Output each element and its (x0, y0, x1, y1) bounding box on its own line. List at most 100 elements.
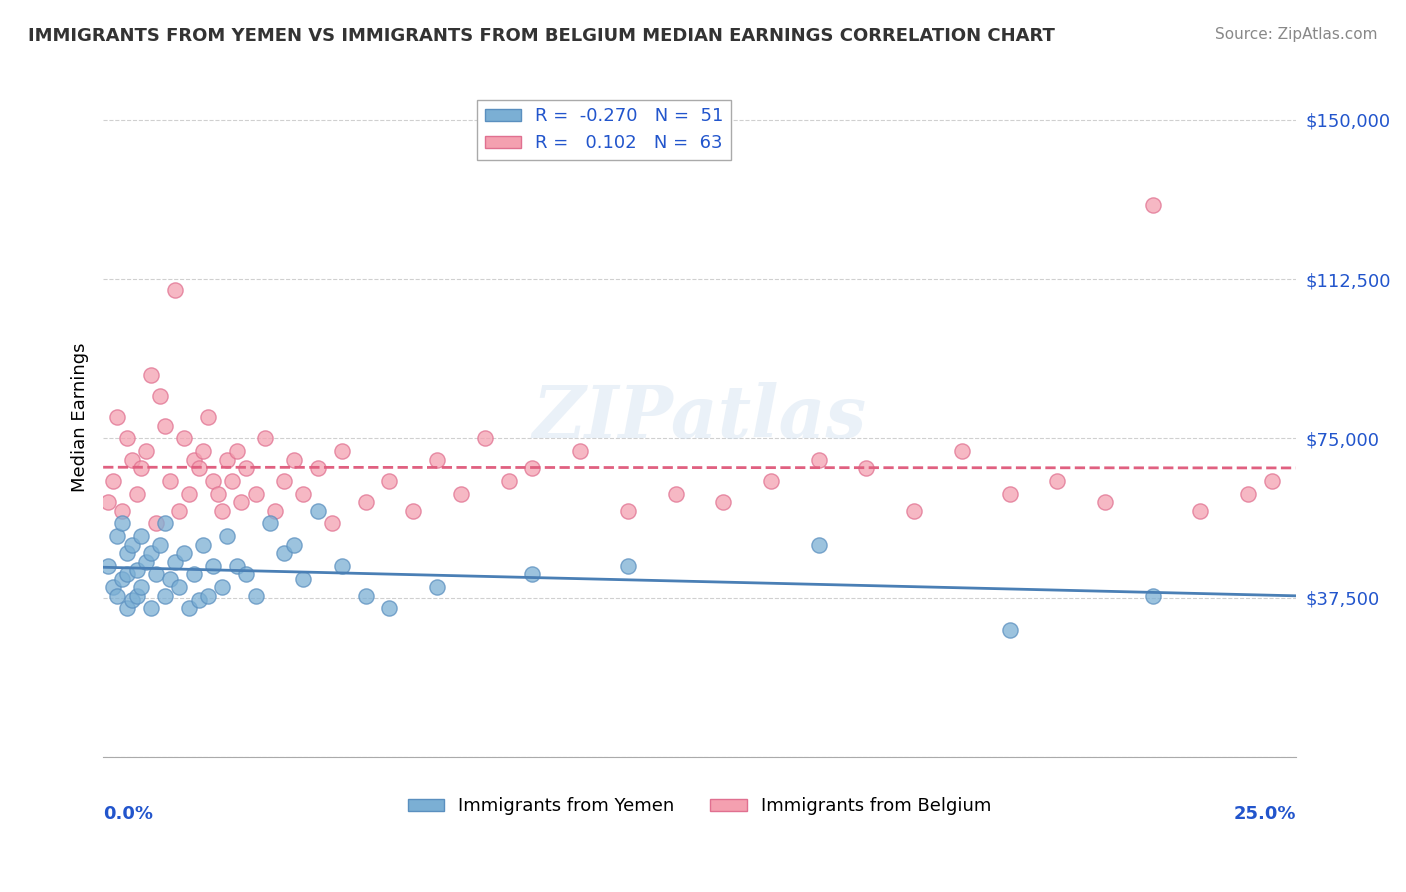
Point (169, 580, 191, 594)
Text: 25.0%: 25.0% (1233, 805, 1296, 822)
Point (197, 410, 219, 425)
Point (101, 580, 124, 594)
Point (201, 474, 224, 488)
Point (378, 601, 401, 615)
Point (330, 444, 353, 458)
Point (135, 444, 157, 458)
Point (153, 418, 176, 433)
Point (498, 474, 520, 488)
Point (187, 592, 209, 607)
Point (522, 461, 544, 475)
Point (292, 486, 315, 500)
Point (153, 516, 176, 531)
Point (139, 368, 162, 382)
Point (292, 572, 315, 586)
Point (998, 486, 1021, 500)
Point (177, 486, 200, 500)
Point (149, 538, 172, 552)
Point (193, 538, 215, 552)
Point (183, 567, 205, 582)
Point (121, 452, 143, 467)
Point (759, 474, 782, 488)
Point (173, 432, 195, 446)
Point (450, 486, 472, 500)
Point (225, 558, 247, 573)
Point (107, 589, 129, 603)
Point (115, 567, 138, 582)
Point (855, 461, 877, 475)
Point (211, 503, 233, 517)
Point (111, 572, 134, 586)
Point (129, 461, 152, 475)
Text: IMMIGRANTS FROM YEMEN VS IMMIGRANTS FROM BELGIUM MEDIAN EARNINGS CORRELATION CHA: IMMIGRANTS FROM YEMEN VS IMMIGRANTS FROM… (28, 27, 1054, 45)
Point (129, 529, 152, 543)
Point (115, 432, 138, 446)
Point (1261, 474, 1284, 488)
Point (139, 601, 162, 615)
Point (125, 486, 148, 500)
Point (307, 461, 329, 475)
Point (283, 538, 305, 552)
Point (201, 558, 224, 573)
Point (187, 461, 209, 475)
Point (163, 283, 186, 297)
Point (1142, 198, 1164, 212)
Point (569, 444, 592, 458)
Text: 0.0%: 0.0% (103, 805, 153, 822)
Y-axis label: Median Earnings: Median Earnings (72, 343, 89, 492)
Point (354, 589, 377, 603)
Point (1142, 589, 1164, 603)
Point (139, 546, 162, 560)
Point (163, 555, 186, 569)
Point (378, 474, 401, 488)
Point (617, 503, 640, 517)
Point (153, 589, 176, 603)
Point (711, 495, 734, 509)
Point (207, 486, 229, 500)
Text: ZIPatlas: ZIPatlas (533, 382, 866, 453)
Point (426, 580, 449, 594)
Point (402, 503, 425, 517)
Point (231, 495, 253, 509)
Point (245, 589, 267, 603)
Point (1189, 503, 1212, 517)
Point (145, 516, 167, 531)
Point (522, 567, 544, 582)
Point (354, 495, 377, 509)
Point (665, 486, 688, 500)
Point (807, 538, 830, 552)
Point (330, 558, 353, 573)
Point (235, 567, 257, 582)
Point (107, 529, 129, 543)
Point (125, 563, 148, 577)
Point (426, 452, 449, 467)
Point (321, 516, 343, 531)
Point (121, 592, 143, 607)
Point (998, 623, 1021, 637)
Point (115, 546, 138, 560)
Point (617, 558, 640, 573)
Point (177, 601, 200, 615)
Point (273, 546, 295, 560)
Point (97, 558, 120, 573)
Point (149, 389, 172, 403)
Point (135, 555, 157, 569)
Point (159, 474, 181, 488)
Point (225, 444, 247, 458)
Point (217, 529, 239, 543)
Point (111, 503, 134, 517)
Point (145, 567, 167, 582)
Point (169, 503, 191, 517)
Point (197, 589, 219, 603)
Point (115, 601, 138, 615)
Point (903, 503, 925, 517)
Point (221, 474, 243, 488)
Point (111, 516, 134, 531)
Point (245, 486, 267, 500)
Point (807, 452, 830, 467)
Point (235, 461, 257, 475)
Point (101, 474, 124, 488)
Legend: Immigrants from Yemen, Immigrants from Belgium: Immigrants from Yemen, Immigrants from B… (401, 790, 998, 822)
Point (217, 452, 239, 467)
Point (1094, 495, 1116, 509)
